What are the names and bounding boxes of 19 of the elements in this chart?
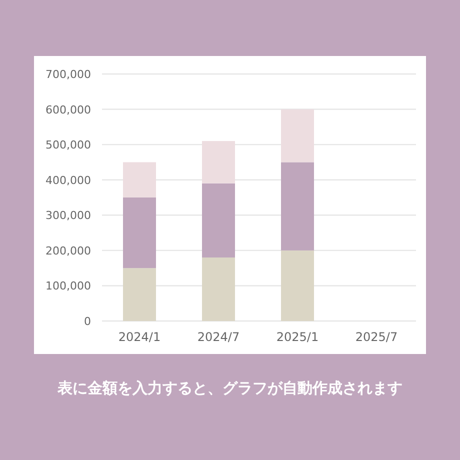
y-tick-label: 700,000 — [46, 68, 91, 81]
x-tick-label: 2025/1 — [276, 330, 319, 344]
y-tick-label: 500,000 — [46, 138, 91, 152]
y-tick-label: 200,000 — [46, 244, 91, 258]
bar — [281, 162, 314, 250]
bar — [281, 250, 314, 321]
text: 表に金額を入力すると、グラフが自動作成されます — [56, 379, 402, 397]
y-tick-label: 0 — [84, 315, 91, 328]
x-tick-label: 2024/7 — [197, 330, 240, 344]
bar — [202, 183, 235, 258]
y-tick-label: 100,000 — [46, 280, 91, 293]
x-tick-label: 2024/1 — [118, 330, 161, 344]
bar — [123, 198, 156, 268]
bar — [123, 268, 156, 321]
y-tick-label: 600,000 — [46, 103, 91, 116]
y-tick-label: 400,000 — [46, 174, 91, 187]
y-tick-label: 300,000 — [46, 209, 91, 222]
x-tick-label: 2025/7 — [355, 330, 398, 344]
bar — [202, 257, 235, 321]
